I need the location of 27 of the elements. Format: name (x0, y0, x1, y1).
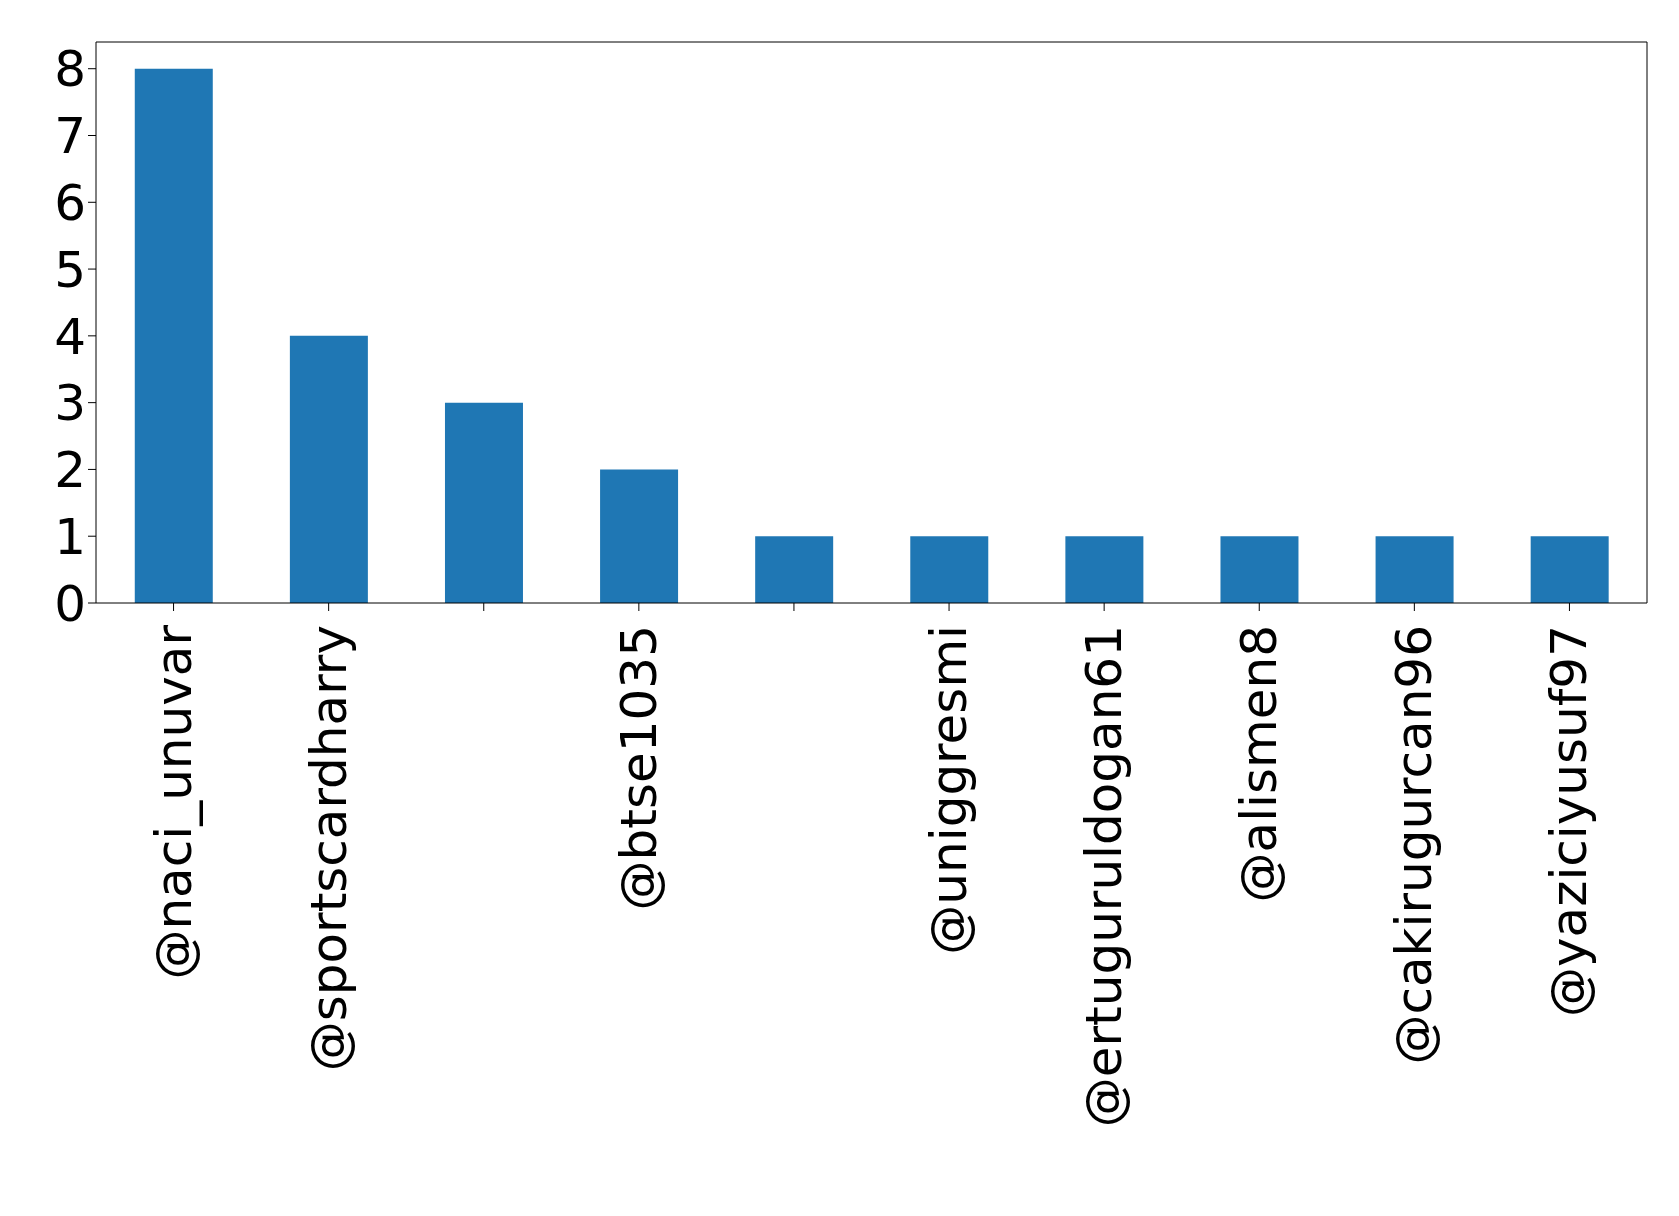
y-tick-label: 4 (54, 307, 86, 366)
bar (1220, 536, 1299, 603)
bar (755, 536, 834, 603)
y-tick-label: 0 (54, 574, 86, 633)
bar (600, 469, 679, 603)
bar (1375, 536, 1454, 603)
x-tick-label: @btse1035 (609, 625, 668, 911)
bar (1530, 536, 1609, 603)
y-tick-label: 1 (54, 507, 86, 566)
x-tick-label: @alismen8 (1230, 625, 1289, 903)
y-tick-label: 3 (54, 374, 86, 433)
bar (910, 536, 989, 603)
x-tick-label: @ertuguruldogan61 (1075, 625, 1134, 1128)
bar (289, 335, 368, 603)
y-tick-label: 7 (54, 107, 86, 166)
x-tick-label: @naci_unuvar (144, 624, 203, 980)
x-tick-label: @cakirugurcan96 (1385, 625, 1444, 1065)
bar (444, 402, 523, 603)
y-tick-label: 6 (54, 174, 86, 233)
y-tick-label: 2 (54, 441, 86, 500)
bar (1065, 536, 1144, 603)
y-tick-label: 8 (54, 40, 86, 99)
x-tick-label: @yaziciyusuf97 (1540, 625, 1599, 1017)
x-tick-label: @sportscardharry (299, 625, 358, 1072)
x-tick-label: @uniggresmi (920, 625, 979, 955)
bar (134, 68, 213, 603)
y-tick-label: 5 (54, 240, 86, 299)
